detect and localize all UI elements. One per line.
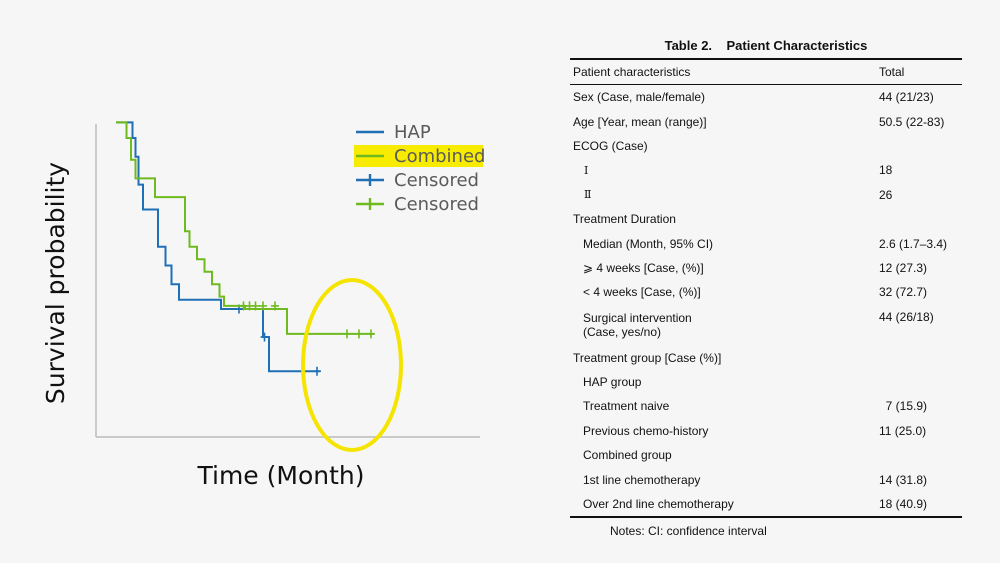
table-row: Treatment Duration — [570, 207, 962, 231]
censor-mark — [259, 301, 267, 311]
chart-axes — [95, 124, 480, 438]
row-value: 14 (31.8) — [879, 472, 928, 487]
y-axis-label: Survival probability — [41, 162, 70, 404]
series-layer — [116, 121, 375, 376]
row-label: Over 2nd line chemotherapy — [583, 497, 734, 512]
row-label: Age [Year, mean (range)] — [573, 114, 707, 129]
row-label: HAP group — [583, 375, 642, 390]
row-value — [876, 346, 962, 370]
row-value: 44 (21/23) — [879, 90, 934, 105]
censor-mark — [260, 332, 269, 342]
table-row: Surgical intervention (Case, yes/no) 44 … — [570, 305, 962, 346]
row-value: 11 (25.0) — [879, 423, 927, 438]
table-row: Age [Year, mean (range)] 50.5 (22-83) — [570, 109, 962, 133]
table-caption: Table 2. Patient Characteristics — [664, 38, 868, 53]
legend-item: Censored — [356, 194, 479, 215]
series-line-0 — [116, 121, 320, 373]
table-row: Combined group — [570, 443, 962, 467]
legend-item: Censored — [356, 170, 479, 191]
row-label: ⩾ 4 weeks [Case, (%)] — [583, 260, 704, 275]
row-label: 1st line chemotherapy — [583, 472, 701, 487]
x-axis-label: Time (Month) — [197, 461, 365, 490]
highlight-ellipse — [301, 278, 403, 452]
censor-mark — [355, 329, 363, 339]
row-value — [876, 443, 962, 467]
legend-label: Combined — [394, 146, 485, 167]
row-value: 12 (27.3) — [879, 260, 928, 275]
row-label: Sex (Case, male/female) — [573, 90, 706, 105]
header-total: Total — [879, 65, 905, 79]
row-value: 2.6 (1.7–3.4) — [879, 236, 948, 251]
table-row: < 4 weeks [Case, (%)] 32 (72.7) — [570, 280, 962, 304]
legend: HAP Combined Censored Censored — [354, 122, 485, 215]
table-row: Treatment naive 7 (15.9) — [570, 394, 962, 418]
characteristics-table: Patient characteristics Total Sex (Case,… — [570, 58, 962, 518]
survival-chart: Survival probability Time (Month) HAP Com… — [41, 121, 485, 490]
table-notes: Notes: CI: confidence interval — [610, 524, 767, 539]
row-value: 7 (15.9) — [879, 399, 928, 414]
row-label: Ⅱ — [584, 188, 592, 202]
table-row: Treatment group [Case (%)] — [570, 346, 962, 370]
row-label: < 4 weeks [Case, (%)] — [583, 285, 701, 300]
row-label-line2: (Case, yes/no) — [583, 325, 662, 340]
table-row: Sex (Case, male/female) 44 (21/23) — [570, 85, 962, 110]
table-header-row: Patient characteristics Total — [570, 59, 962, 85]
row-label-line1: Surgical intervention — [583, 311, 692, 326]
table-row: HAP group — [570, 370, 962, 394]
censor-mark — [313, 366, 321, 376]
table-row: 1st line chemotherapy 14 (31.8) — [570, 467, 962, 491]
censor-mark — [251, 301, 260, 311]
patient-characteristics-table: Table 2. Patient Characteristics Patient… — [570, 36, 962, 538]
header-characteristics: Patient characteristics — [573, 65, 691, 79]
legend-label: Censored — [394, 194, 479, 215]
row-value: 18 — [879, 163, 893, 178]
table-row: ECOG (Case) — [570, 134, 962, 158]
row-label: Treatment Duration — [573, 212, 676, 227]
row-label: Median (Month, 95% CI) — [583, 236, 714, 251]
row-label: ECOG (Case) — [573, 138, 648, 153]
legend-item: HAP — [356, 122, 431, 143]
series-line-1 — [116, 121, 374, 335]
row-value: 44 (26/18) — [879, 309, 934, 324]
table-row: Over 2nd line chemotherapy 18 (40.9) — [570, 492, 962, 518]
row-value — [876, 134, 962, 158]
censor-mark — [271, 301, 279, 311]
row-value: 32 (72.7) — [879, 285, 928, 300]
censor-mark — [367, 329, 375, 339]
row-label: Surgical intervention (Case, yes/no) — [570, 305, 876, 346]
table-row: Ⅰ 18 — [570, 158, 962, 182]
legend-label: Censored — [394, 170, 479, 191]
legend-item: Combined — [354, 145, 485, 167]
row-label: Combined group — [583, 448, 672, 463]
row-value — [876, 207, 962, 231]
row-label: Treatment naive — [583, 399, 670, 414]
censor-mark — [343, 329, 351, 339]
row-value — [876, 370, 962, 394]
row-value: 18 (40.9) — [879, 497, 928, 512]
annotation-layer — [301, 278, 403, 452]
table-row: Ⅱ 26 — [570, 183, 962, 207]
table-row: Median (Month, 95% CI) 2.6 (1.7–3.4) — [570, 231, 962, 255]
legend-label: HAP — [394, 122, 431, 143]
row-label: Treatment group [Case (%)] — [573, 350, 722, 365]
row-label: Previous chemo-history — [583, 423, 709, 438]
legend-highlight — [354, 145, 483, 167]
row-value: 50.5 (22-83) — [879, 114, 945, 129]
row-label: Ⅰ — [584, 163, 589, 177]
table-row: ⩾ 4 weeks [Case, (%)] 12 (27.3) — [570, 256, 962, 280]
row-value: 26 — [879, 187, 893, 202]
table-row: Previous chemo-history 11 (25.0) — [570, 419, 962, 443]
